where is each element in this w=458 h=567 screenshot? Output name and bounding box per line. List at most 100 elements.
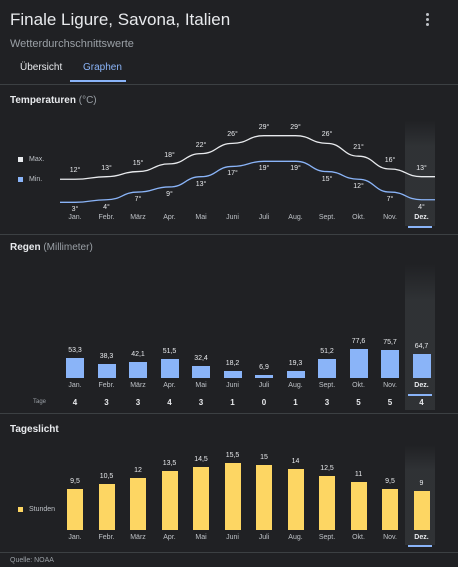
legend-hours: Stunden (18, 506, 55, 513)
month-label: Febr. (98, 382, 115, 389)
month-label: Juni (226, 382, 239, 389)
temperature-title-text: Temperaturen (10, 95, 76, 106)
month-label: März (130, 382, 146, 389)
daylight-bar (319, 475, 335, 530)
max-temperature-label: 18° (164, 151, 175, 159)
rain-days-value: 1 (230, 398, 235, 407)
month-label: Aug. (288, 382, 303, 389)
max-temperature-label: 29° (258, 123, 270, 131)
daylight-value-label: 11 (354, 471, 363, 479)
section-divider (0, 234, 458, 235)
rain-value-label: 6,9 (259, 364, 269, 372)
min-temperature-label: 7° (386, 196, 394, 204)
month-label: Okt. (352, 214, 365, 221)
rain-bar (412, 354, 431, 378)
temperature-selected-column (405, 120, 435, 226)
max-temperature-label: 16° (384, 157, 396, 164)
legend-hours-swatch (18, 507, 23, 512)
tab-overview[interactable]: Übersicht (20, 62, 63, 73)
rain-days-value: 3 (104, 398, 109, 407)
daylight-bar (413, 490, 430, 530)
month-label: Dez. (414, 382, 429, 389)
rain-value-label: 64,7 (414, 343, 429, 351)
rain-days-value: 3 (135, 398, 141, 407)
daylight-value-label: 14,5 (194, 455, 208, 463)
legend-max: Max. (18, 156, 44, 163)
daylight-value-label: 9 (419, 479, 424, 487)
daylight-bar (382, 488, 398, 530)
daylight-bar (287, 469, 304, 530)
rain-days-value: 0 (261, 398, 267, 407)
rain-days-value: 5 (387, 398, 393, 407)
max-temperature-label: 26° (227, 131, 238, 139)
rain-bar (318, 359, 336, 378)
month-label: Sept. (318, 534, 336, 541)
temperature-unit: (°C) (78, 95, 97, 106)
rain-value-label: 32,4 (194, 355, 208, 362)
legend-max-swatch (18, 157, 23, 162)
tab-graphs[interactable]: Graphen (83, 62, 122, 73)
max-temperature-label: 26° (321, 131, 333, 139)
section-divider (0, 413, 458, 414)
month-label: Aug. (288, 534, 303, 541)
month-label: Juli (258, 382, 270, 389)
rain-bar (129, 362, 147, 378)
more-vert-icon[interactable] (420, 11, 434, 29)
rain-bar (349, 349, 368, 378)
rain-days-value: 5 (356, 398, 361, 407)
month-label: Juni (226, 534, 239, 541)
rain-value-label: 75,7 (383, 338, 397, 346)
min-temperature-label: 7° (134, 196, 142, 204)
rain-selected-column (405, 264, 435, 410)
month-label: Juli (258, 534, 270, 541)
rain-days-value: 3 (198, 398, 204, 407)
rain-unit: (Millimeter) (43, 242, 93, 253)
month-label: Nov. (383, 534, 397, 541)
legend-min-label: Min. (29, 176, 43, 183)
month-label: Febr. (98, 214, 115, 221)
daylight-value-label: 10,5 (99, 473, 114, 481)
daylight-bar (161, 471, 178, 530)
min-temperature-line (59, 160, 435, 203)
month-label: Aug. (288, 214, 303, 221)
rain-bar (160, 358, 179, 378)
month-label: Jan. (68, 534, 82, 541)
min-temperature-label: 17° (227, 170, 238, 178)
rain-title: Regen (Millimeter) (10, 242, 93, 253)
legend-min-swatch (18, 177, 23, 182)
legend-min: Min. (18, 176, 42, 183)
max-temperature-label: 15° (132, 159, 144, 167)
daylight-bar (130, 477, 146, 530)
daylight-title: Tageslicht (10, 424, 59, 435)
rain-days-label: Tage (33, 399, 47, 405)
month-label: Dez. (414, 534, 429, 541)
max-temperature-line (59, 135, 435, 180)
min-temperature-label: 4° (418, 203, 425, 211)
month-label: Nov. (383, 382, 397, 389)
month-label: Okt. (352, 534, 365, 541)
daylight-value-label: 12 (134, 466, 142, 474)
rain-value-label: 18,2 (225, 360, 240, 368)
daylight-bar (193, 466, 209, 530)
max-temperature-label: 12° (69, 167, 81, 175)
min-temperature-label: 9° (166, 190, 173, 198)
rain-days-value: 4 (72, 398, 78, 407)
rain-selected-underline (408, 394, 432, 396)
month-label: Dez. (414, 214, 429, 221)
max-temperature-label: 21° (353, 144, 364, 152)
legend-hours-label: Stunden (29, 506, 56, 513)
rain-value-label: 51,2 (320, 348, 334, 356)
max-temperature-label: 29° (290, 123, 301, 131)
daylight-value-label: 15 (260, 453, 268, 461)
daylight-selected-underline (408, 545, 432, 547)
rain-bar (192, 366, 210, 378)
month-label: Sept. (318, 214, 336, 221)
temperature-selected-underline (408, 226, 432, 228)
tab-selected-indicator (70, 80, 126, 82)
daylight-bar (98, 484, 115, 530)
month-label: Mai (195, 214, 207, 221)
section-divider (0, 552, 458, 553)
min-temperature-label: 15° (321, 175, 333, 183)
month-label: Apr. (163, 214, 176, 221)
